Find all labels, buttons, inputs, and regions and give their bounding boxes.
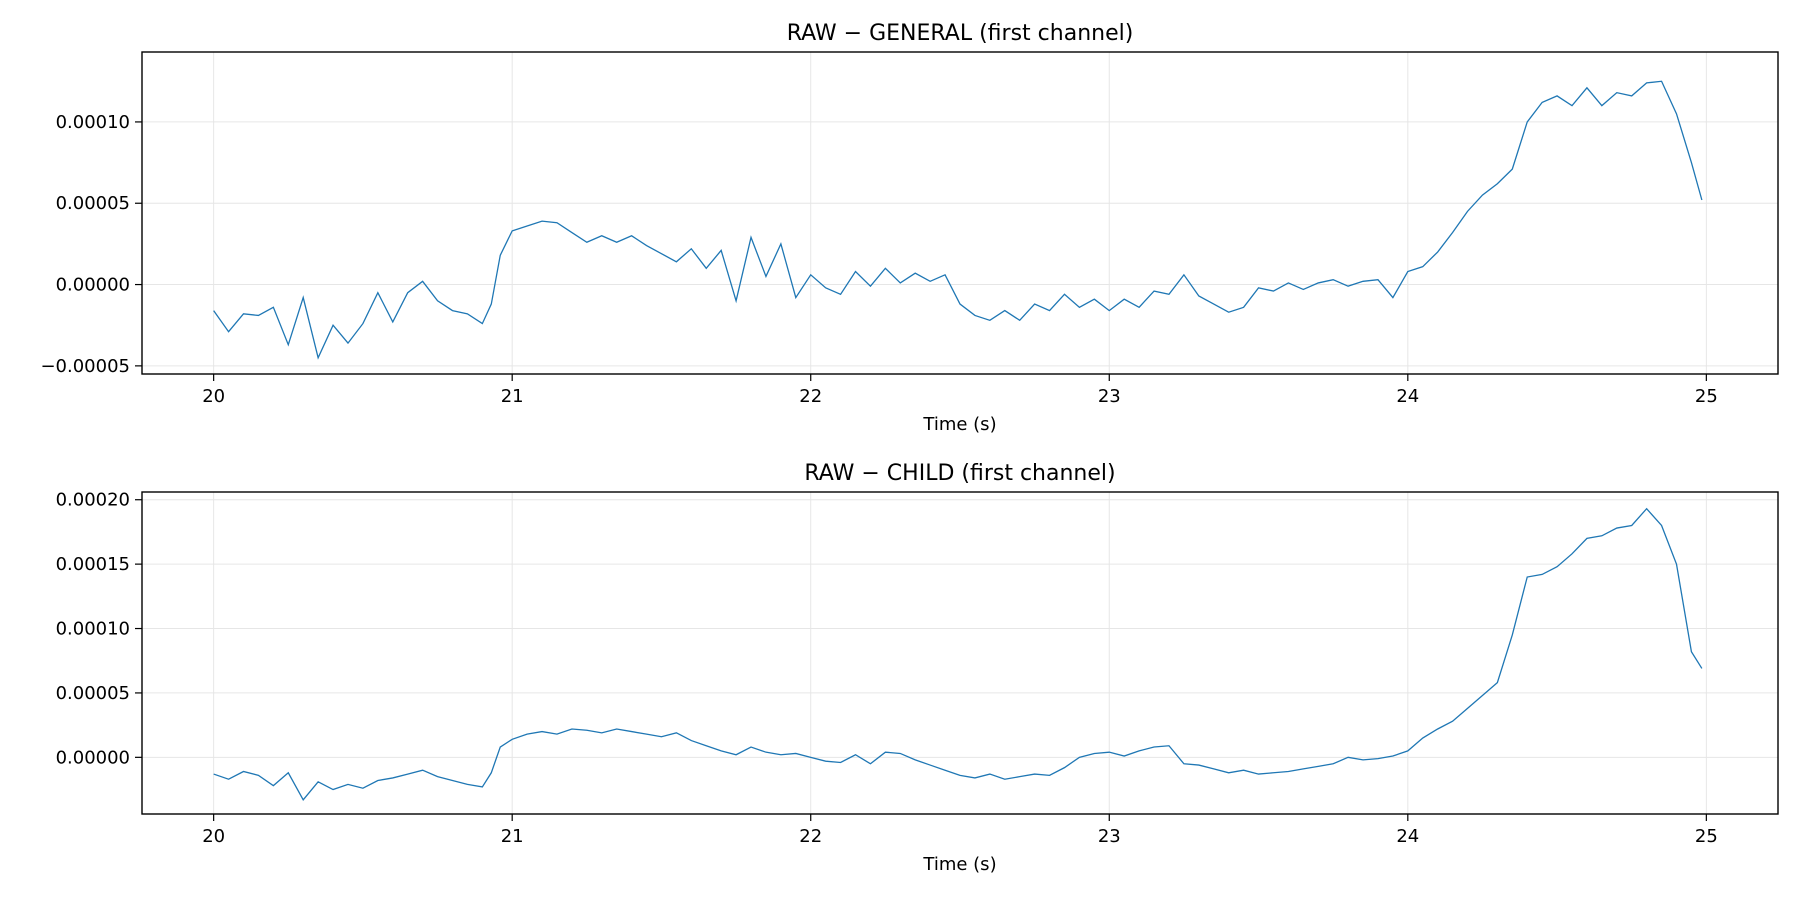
x-axis-label: Time (s) (922, 854, 996, 875)
x-tick-label: 22 (799, 826, 822, 847)
x-tick-label: 25 (1695, 386, 1718, 407)
chart-panel-general: 20 21 22 23 24 25 −0.00005 0.00000 0.00005 0.000… (40, 21, 1779, 435)
x-tick-label: 23 (1098, 386, 1121, 407)
x-tick-label: 25 (1695, 826, 1718, 847)
y-tick-label: 0.00010 (56, 112, 130, 133)
y-tick-label: 0.00010 (56, 619, 130, 640)
y-ticks: −0.00005 0.00000 0.00005 0.00010 (40, 112, 142, 377)
grid (142, 52, 1778, 374)
y-tick-label: 0.00000 (56, 747, 130, 768)
y-tick-label: 0.00005 (56, 683, 130, 704)
chart-title: RAW − GENERAL (first channel) (787, 21, 1134, 46)
x-tick-label: 24 (1396, 386, 1419, 407)
x-ticks: 20 21 22 23 24 25 (202, 374, 1718, 407)
chart-panel-child: 20 21 22 23 24 25 0.00000 0.00005 0.00010 0.0001… (56, 461, 1779, 875)
y-ticks: 0.00000 0.00005 0.00010 0.00015 0.00020 (56, 490, 142, 768)
y-tick-label: 0.00015 (56, 554, 130, 575)
x-tick-label: 20 (202, 386, 225, 407)
chart-title: RAW − CHILD (first channel) (804, 461, 1115, 486)
y-tick-label: −0.00005 (40, 356, 130, 377)
x-axis-label: Time (s) (922, 414, 996, 435)
y-tick-label: 0.00005 (56, 193, 130, 214)
series-line (213, 80, 1703, 360)
grid (142, 492, 1778, 814)
plot-frame (141, 51, 1779, 375)
series-line (213, 507, 1703, 801)
x-tick-label: 20 (202, 826, 225, 847)
plot-frame (141, 491, 1779, 815)
x-ticks: 20 21 22 23 24 25 (202, 814, 1718, 847)
x-tick-label: 22 (799, 386, 822, 407)
x-tick-label: 24 (1396, 826, 1419, 847)
x-tick-label: 21 (501, 386, 524, 407)
y-tick-label: 0.00020 (56, 490, 130, 511)
x-tick-label: 21 (501, 826, 524, 847)
x-tick-label: 23 (1098, 826, 1121, 847)
y-tick-label: 0.00000 (56, 275, 130, 296)
